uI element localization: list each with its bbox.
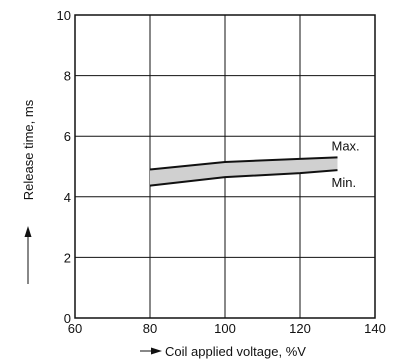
- y-tick-label: 4: [64, 190, 71, 205]
- x-tick-label: 100: [214, 321, 236, 336]
- x-axis-title: Coil applied voltage, %V: [165, 344, 306, 359]
- series-label-max: Max.: [332, 138, 360, 153]
- x-tick-label: 80: [143, 321, 157, 336]
- x-tick-label: 140: [364, 321, 386, 336]
- tick-labels: 60 80 100 120 140 0 2 4 6 8 10: [57, 8, 386, 336]
- y-axis-title: Release time, ms: [21, 99, 36, 200]
- xlabel-arrow-head: [151, 347, 162, 355]
- y-tick-label: 2: [64, 250, 71, 265]
- x-tick-label: 120: [289, 321, 311, 336]
- min-max-band-fill: [150, 157, 338, 186]
- plot-frame: [74, 14, 376, 319]
- series-line-max: [149, 156, 338, 171]
- y-tick-label: 8: [64, 69, 71, 84]
- series-line-min: [149, 169, 338, 187]
- series-label-min: Min.: [332, 175, 357, 190]
- y-tick-label: 6: [64, 129, 71, 144]
- ylabel-arrow-head: [24, 226, 32, 237]
- y-tick-label: 0: [64, 311, 71, 326]
- y-tick-label: 10: [57, 8, 71, 23]
- series-lines: [149, 156, 338, 187]
- series-labels: Max. Min.: [332, 138, 360, 190]
- min-max-band: [150, 157, 338, 186]
- x-tick-label: 60: [68, 321, 82, 336]
